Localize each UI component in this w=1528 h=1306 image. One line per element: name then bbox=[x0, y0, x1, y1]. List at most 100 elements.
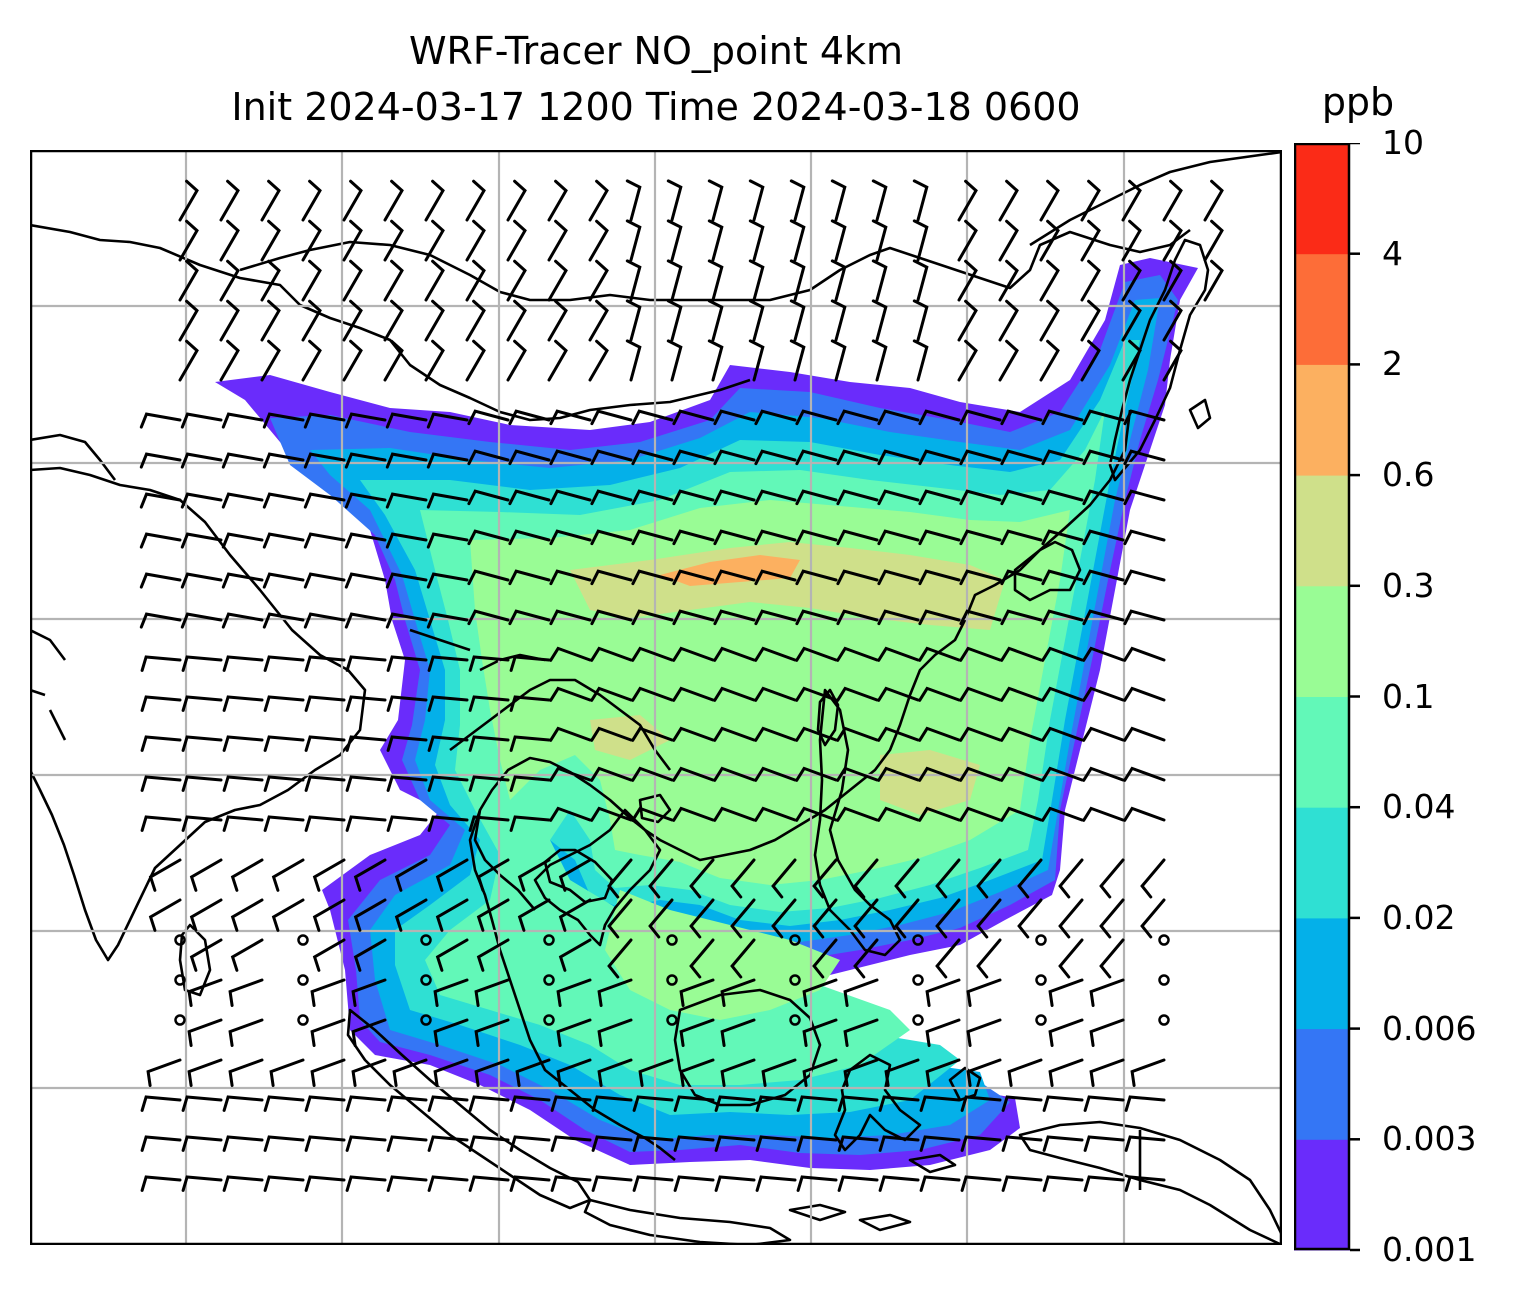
wind-barb bbox=[959, 686, 1002, 702]
wind-barb bbox=[394, 858, 428, 892]
wind-barb bbox=[1000, 646, 1043, 662]
wind-barb bbox=[1082, 686, 1125, 702]
colorbar-segment bbox=[1294, 917, 1350, 1030]
wind-barb bbox=[263, 1175, 305, 1192]
wind-barb bbox=[140, 695, 182, 712]
wind-calm-marker bbox=[789, 934, 801, 946]
wind-barb bbox=[959, 489, 1002, 506]
wind-barb bbox=[394, 898, 428, 932]
wind-barb bbox=[607, 858, 633, 899]
wind-barb bbox=[342, 299, 363, 342]
wind-barb bbox=[383, 179, 404, 222]
wind-barb bbox=[547, 179, 568, 222]
wind-barb bbox=[720, 978, 756, 1007]
wind-barb bbox=[178, 339, 199, 382]
coastline-srilanka bbox=[178, 923, 212, 997]
wind-barb bbox=[998, 179, 1019, 222]
wind-barb bbox=[1041, 569, 1084, 586]
wind-barb bbox=[631, 569, 674, 586]
wind-barb bbox=[754, 726, 797, 742]
wind-barb bbox=[1000, 726, 1043, 742]
wind-barb bbox=[795, 686, 838, 702]
wind-barb bbox=[631, 806, 674, 822]
wind-barb bbox=[1082, 569, 1125, 586]
wind-barb bbox=[912, 299, 929, 342]
colorbar-tick-label: 0.003 bbox=[1382, 1119, 1477, 1159]
colorbar-segment bbox=[1294, 475, 1350, 587]
wind-barb bbox=[959, 806, 1002, 822]
wind-barb bbox=[590, 529, 633, 546]
wind-barb bbox=[304, 815, 346, 832]
wind-barb bbox=[672, 529, 715, 546]
wind-barb bbox=[262, 612, 305, 629]
wind-barb bbox=[877, 449, 920, 466]
wind-barb bbox=[262, 572, 305, 589]
wind-barb bbox=[673, 1095, 715, 1112]
wind-barb bbox=[672, 409, 715, 426]
wind-barb bbox=[836, 529, 879, 546]
wind-barb bbox=[714, 1175, 756, 1192]
wind-barb bbox=[836, 489, 879, 506]
wind-barb bbox=[919, 1175, 961, 1192]
wind-barb bbox=[301, 299, 322, 342]
wind-barb bbox=[424, 259, 445, 302]
wind-barb bbox=[139, 452, 182, 469]
wind-barb bbox=[588, 179, 609, 222]
wind-barb bbox=[1000, 409, 1043, 426]
wind-barb bbox=[517, 898, 551, 932]
wind-barb bbox=[853, 858, 879, 899]
wind-barb bbox=[426, 532, 469, 549]
wind-barb bbox=[871, 259, 888, 302]
wind-barb bbox=[1123, 726, 1166, 742]
wind-barb bbox=[1089, 1018, 1125, 1047]
wind-barb bbox=[672, 646, 715, 662]
wind-barb bbox=[435, 938, 469, 972]
wind-calm-marker bbox=[174, 974, 186, 986]
wind-barb bbox=[935, 898, 961, 939]
wind-barb bbox=[1082, 766, 1125, 782]
wind-barb bbox=[925, 1058, 961, 1087]
wind-barb bbox=[789, 299, 806, 342]
wind-barb bbox=[1048, 1058, 1084, 1087]
wind-barb bbox=[795, 726, 838, 742]
wind-barb bbox=[1123, 569, 1166, 586]
wind-barb bbox=[1140, 858, 1166, 899]
wind-barb bbox=[959, 529, 1002, 546]
wind-barb bbox=[1121, 339, 1142, 382]
wind-barb bbox=[679, 1058, 715, 1087]
wind-barb bbox=[515, 1058, 551, 1087]
wind-barb bbox=[836, 409, 879, 426]
wind-barb bbox=[1041, 806, 1084, 822]
wind-barb bbox=[351, 978, 387, 1007]
wind-barb bbox=[345, 695, 387, 712]
wind-barb bbox=[713, 449, 756, 466]
wind-barb bbox=[959, 449, 1002, 466]
wind-barb bbox=[631, 686, 674, 702]
wind-barb bbox=[181, 1135, 223, 1152]
wind-barb bbox=[836, 609, 879, 626]
wind-barb bbox=[509, 1095, 551, 1112]
wind-barb bbox=[795, 529, 838, 546]
wind-barbs bbox=[139, 179, 1224, 1192]
colorbar-border bbox=[1294, 143, 1351, 1251]
wind-barb bbox=[467, 569, 510, 586]
coastline-vietnam bbox=[533, 808, 662, 947]
wind-barb bbox=[878, 1095, 920, 1112]
wind-barb bbox=[1080, 219, 1101, 262]
wind-barb bbox=[1123, 529, 1166, 546]
wind-barb bbox=[468, 775, 510, 792]
coastline-islands-east bbox=[788, 1066, 982, 1232]
wind-barb bbox=[998, 299, 1019, 342]
wind-barb bbox=[180, 452, 223, 469]
wind-barb bbox=[871, 299, 888, 342]
wind-barb bbox=[427, 655, 469, 672]
wind-barb bbox=[877, 766, 920, 782]
wind-barb bbox=[262, 412, 305, 429]
wind-barb bbox=[383, 259, 404, 302]
wind-barb bbox=[837, 1135, 879, 1152]
wind-barb bbox=[468, 815, 510, 832]
colorbar-segment bbox=[1294, 1028, 1350, 1140]
wind-barb bbox=[919, 1135, 961, 1152]
wind-barb bbox=[508, 569, 551, 586]
wind-barb bbox=[427, 1095, 469, 1112]
